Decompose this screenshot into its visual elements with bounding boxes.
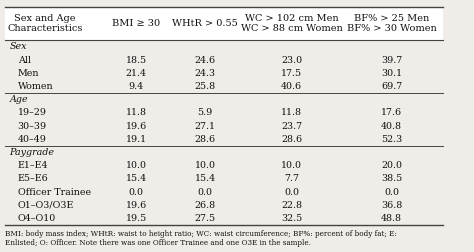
Text: 19–29: 19–29 bbox=[18, 108, 46, 117]
Text: 10.0: 10.0 bbox=[281, 161, 302, 170]
Text: 28.6: 28.6 bbox=[194, 135, 216, 144]
Text: 40–49: 40–49 bbox=[18, 135, 46, 144]
Text: BMI: body mass index; WHtR: waist to height ratio; WC: waist circumference; BF%:: BMI: body mass index; WHtR: waist to hei… bbox=[5, 230, 397, 247]
Text: 69.7: 69.7 bbox=[381, 82, 402, 91]
Text: BMI ≥ 30: BMI ≥ 30 bbox=[112, 19, 160, 28]
Text: E5–E6: E5–E6 bbox=[18, 174, 48, 183]
Text: 0.0: 0.0 bbox=[198, 187, 212, 197]
Text: 10.0: 10.0 bbox=[126, 161, 146, 170]
Text: 36.8: 36.8 bbox=[381, 201, 402, 210]
Text: 19.6: 19.6 bbox=[126, 201, 147, 210]
Text: Women: Women bbox=[18, 82, 53, 91]
Text: 17.5: 17.5 bbox=[281, 69, 302, 78]
Text: 30.1: 30.1 bbox=[381, 69, 402, 78]
Text: 21.4: 21.4 bbox=[126, 69, 146, 78]
Text: 18.5: 18.5 bbox=[126, 56, 147, 65]
Text: 7.7: 7.7 bbox=[284, 174, 299, 183]
Text: 10.0: 10.0 bbox=[194, 161, 216, 170]
Text: 15.4: 15.4 bbox=[126, 174, 147, 183]
Text: 25.8: 25.8 bbox=[194, 82, 216, 91]
Text: 5.9: 5.9 bbox=[198, 108, 213, 117]
Text: Men: Men bbox=[18, 69, 39, 78]
Text: All: All bbox=[18, 56, 31, 65]
Text: 40.8: 40.8 bbox=[381, 122, 402, 131]
Text: 38.5: 38.5 bbox=[381, 174, 402, 183]
Text: 23.0: 23.0 bbox=[281, 56, 302, 65]
Text: Age: Age bbox=[9, 95, 28, 104]
Text: 23.7: 23.7 bbox=[281, 122, 302, 131]
Text: 19.1: 19.1 bbox=[126, 135, 147, 144]
Text: 32.5: 32.5 bbox=[281, 214, 302, 223]
Text: 15.4: 15.4 bbox=[194, 174, 216, 183]
Text: 24.6: 24.6 bbox=[194, 56, 216, 65]
Text: 11.8: 11.8 bbox=[281, 108, 302, 117]
Text: 0.0: 0.0 bbox=[284, 187, 299, 197]
Text: 30–39: 30–39 bbox=[18, 122, 47, 131]
Text: 40.6: 40.6 bbox=[281, 82, 302, 91]
Text: 20.0: 20.0 bbox=[381, 161, 402, 170]
Text: 27.5: 27.5 bbox=[194, 214, 216, 223]
Text: 0.0: 0.0 bbox=[129, 187, 144, 197]
Text: O1–O3/O3E: O1–O3/O3E bbox=[18, 201, 74, 210]
Text: 39.7: 39.7 bbox=[381, 56, 402, 65]
Text: E1–E4: E1–E4 bbox=[18, 161, 48, 170]
Text: Sex and Age
Characteristics: Sex and Age Characteristics bbox=[8, 14, 83, 33]
Text: 52.3: 52.3 bbox=[381, 135, 402, 144]
Text: 11.8: 11.8 bbox=[126, 108, 146, 117]
Text: 48.8: 48.8 bbox=[381, 214, 402, 223]
Text: 0.0: 0.0 bbox=[384, 187, 399, 197]
Text: 22.8: 22.8 bbox=[281, 201, 302, 210]
Bar bbox=[5, 7, 443, 40]
Text: 19.5: 19.5 bbox=[126, 214, 147, 223]
Text: 17.6: 17.6 bbox=[381, 108, 402, 117]
Text: 28.6: 28.6 bbox=[281, 135, 302, 144]
Text: Officer Trainee: Officer Trainee bbox=[18, 187, 91, 197]
Text: BF% > 25 Men
BF% > 30 Women: BF% > 25 Men BF% > 30 Women bbox=[347, 14, 437, 33]
Text: Sex: Sex bbox=[9, 43, 27, 51]
Text: WC > 102 cm Men
WC > 88 cm Women: WC > 102 cm Men WC > 88 cm Women bbox=[241, 14, 343, 33]
Text: 19.6: 19.6 bbox=[126, 122, 147, 131]
Text: 9.4: 9.4 bbox=[128, 82, 144, 91]
Text: O4–O10: O4–O10 bbox=[18, 214, 56, 223]
Text: WHtR > 0.55: WHtR > 0.55 bbox=[172, 19, 238, 28]
Text: Paygrade: Paygrade bbox=[9, 148, 55, 157]
Text: 26.8: 26.8 bbox=[194, 201, 216, 210]
Text: 24.3: 24.3 bbox=[194, 69, 216, 78]
Text: 27.1: 27.1 bbox=[194, 122, 216, 131]
